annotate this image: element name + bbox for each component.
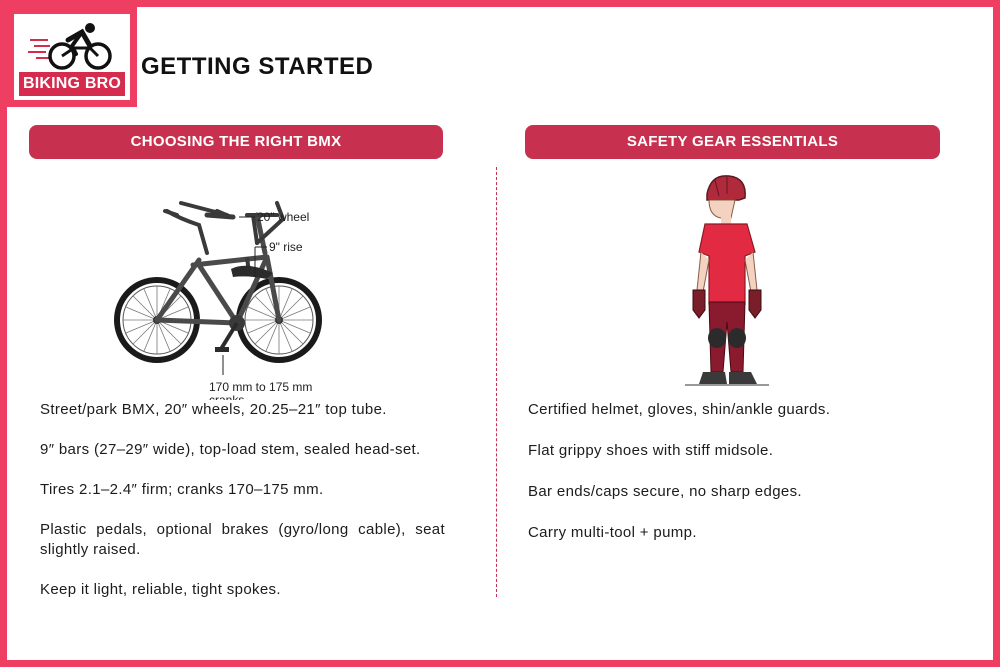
rider-with-safety-gear-illustration [685, 175, 769, 386]
list-item: Street/park BMX, 20″ wheels, 20.25–21″ t… [40, 401, 387, 418]
bmx-bullet-list: Street/park BMX, 20″ wheels, 20.25–21″ t… [40, 400, 445, 620]
list-item: 9″ bars (27–29″ wide), top-load stem, se… [40, 441, 421, 458]
list-item: Keep it light, reliable, tight spokes. [40, 581, 281, 598]
cyclist-icon [28, 23, 112, 70]
safety-bullet-list: Certified helmet, gloves, shin/ankle gua… [528, 400, 933, 564]
callout-cranks-line2: cranks [209, 393, 244, 400]
list-item: Plastic pedals, optional brakes (gyro/lo… [40, 521, 445, 558]
list-item: Bar ends/caps secure, no sharp edges. [528, 483, 802, 500]
logo-text: BIKING BRO [19, 72, 125, 96]
page-title: GETTING STARTED [141, 53, 374, 80]
helmet-icon [706, 175, 746, 201]
list-item: Tires 2.1–2.4″ firm; cranks 170–175 mm. [40, 481, 324, 498]
list-item: Carry multi-tool + pump. [528, 524, 697, 541]
bmx-bike-illustration: 20" wheel 9" rise 170 mm to 175 mm crank… [114, 201, 322, 400]
section-header-choosing-bmx: CHOOSING THE RIGHT BMX [29, 125, 443, 159]
glove-icon [692, 289, 762, 319]
crankset [215, 315, 245, 352]
list-item: Flat grippy shoes with stiff midsole. [528, 442, 774, 459]
callout-rise: 9" rise [269, 240, 303, 254]
page-frame: BIKING BRO GETTING STARTED CHOOSING THE … [7, 7, 993, 660]
bike-frame [154, 212, 282, 326]
logo: BIKING BRO [7, 7, 137, 107]
knee-pad-icon [708, 328, 746, 348]
list-item: Certified helmet, gloves, shin/ankle gua… [528, 401, 831, 418]
callout-wheel: 20" wheel [257, 210, 309, 224]
callout-cranks-line1: 170 mm to 175 mm [209, 380, 312, 394]
shoe-icon [699, 372, 757, 384]
section-header-safety-gear: SAFETY GEAR ESSENTIALS [525, 125, 940, 159]
seat [231, 256, 273, 279]
column-divider [496, 167, 497, 597]
